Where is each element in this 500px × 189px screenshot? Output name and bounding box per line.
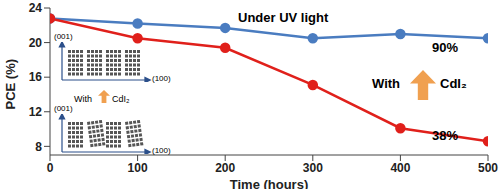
svg-text:16: 16 (29, 70, 43, 84)
html-text:(001): (001) (54, 32, 73, 41)
svg-text:PCE (%): PCE (%) (8, 59, 18, 110)
svg-text:20: 20 (29, 36, 43, 50)
svg-text:200: 200 (215, 161, 235, 175)
html-text:(001): (001) (54, 104, 73, 113)
html-text:(100): (100) (152, 74, 171, 83)
svg-text:300: 300 (303, 161, 323, 175)
html-text:CdI₂: CdI₂ (112, 94, 130, 104)
svg-text:12: 12 (29, 105, 43, 119)
html-text:90%: 90% (432, 40, 458, 55)
html-text:With: With (74, 94, 92, 104)
svg-text:400: 400 (390, 161, 410, 175)
svg-text:500: 500 (478, 161, 492, 175)
svg-text:Time (hours): Time (hours) (230, 177, 309, 189)
svg-text:100: 100 (128, 161, 148, 175)
svg-text:8: 8 (35, 140, 42, 154)
html-text:CdI₂: CdI₂ (440, 76, 467, 91)
html-text:Under UV light: Under UV light (238, 10, 329, 25)
html-text:With: With (372, 76, 400, 91)
html-text:38%: 38% (432, 128, 458, 143)
svg-text:24: 24 (29, 1, 43, 15)
svg-text:0: 0 (47, 161, 54, 175)
html-text:(100): (100) (152, 146, 171, 155)
